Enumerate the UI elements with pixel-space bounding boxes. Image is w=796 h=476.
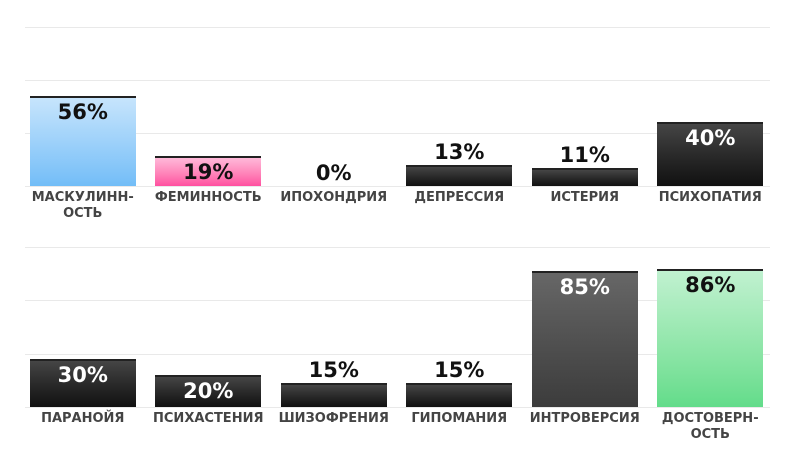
bar xyxy=(657,122,764,186)
bar xyxy=(155,155,262,186)
bar xyxy=(531,271,638,407)
bar xyxy=(155,375,262,407)
x-tick-label: ИНТРОВЕРСИЯ xyxy=(529,411,640,426)
bar xyxy=(406,383,513,407)
x-tick-label: ФЕМИННОСТЬ xyxy=(154,190,262,205)
x-tick-label: ДОСТОВЕРН- ОСТЬ xyxy=(661,411,759,442)
value-label: 0% xyxy=(315,161,352,185)
bar xyxy=(29,96,136,186)
value-label: 85% xyxy=(559,275,610,299)
x-tick-label: ПСИХОПАТИЯ xyxy=(658,190,762,205)
grid-line xyxy=(25,354,770,355)
grid-line xyxy=(25,27,770,28)
value-label: 40% xyxy=(685,126,736,150)
bar xyxy=(406,165,513,186)
x-tick-label: ДЕПРЕССИЯ xyxy=(414,190,505,205)
x-tick-label: ПАРАНОЙЯ xyxy=(41,411,125,426)
value-label: 30% xyxy=(57,363,108,387)
grid-line xyxy=(25,300,770,301)
value-label: 11% xyxy=(559,143,610,168)
x-tick-label: ИСТЕРИЯ xyxy=(550,190,620,205)
x-tick-label: ГИПОМАНИЯ xyxy=(411,411,508,426)
grid-line xyxy=(25,407,770,408)
value-label: 86% xyxy=(685,273,736,298)
bar xyxy=(280,383,387,407)
value-label: 13% xyxy=(434,140,485,165)
value-label: 15% xyxy=(308,358,359,382)
x-tick-label: ШИЗОФРЕНИЯ xyxy=(278,411,389,426)
value-label: 15% xyxy=(434,358,485,382)
grid-line xyxy=(25,186,770,187)
value-label: 20% xyxy=(183,379,234,403)
value-label: 56% xyxy=(57,100,108,125)
grid-line xyxy=(25,247,770,248)
bar xyxy=(29,359,136,407)
grid-line xyxy=(25,80,770,81)
value-label: 19% xyxy=(183,159,234,184)
bar xyxy=(657,269,764,407)
x-tick-label: ПСИХАСТЕНИЯ xyxy=(153,411,264,426)
x-tick-label: МАСКУЛИНН- ОСТЬ xyxy=(31,190,134,221)
bar xyxy=(531,168,638,186)
grid-line xyxy=(25,133,770,134)
x-tick-label: ИПОХОНДРИЯ xyxy=(280,190,388,205)
